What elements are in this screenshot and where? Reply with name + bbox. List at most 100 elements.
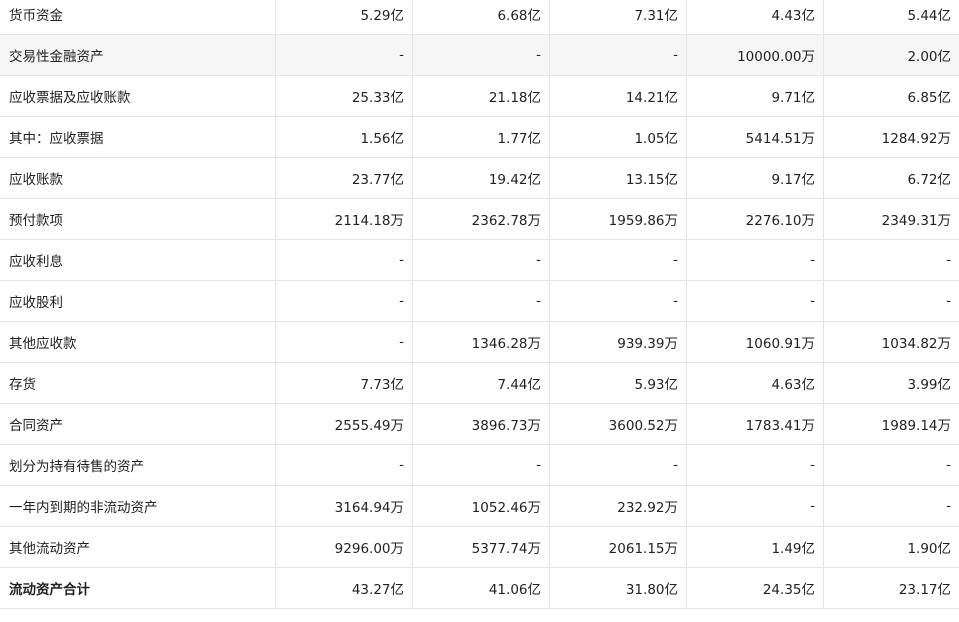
row-label: 货币资金 <box>0 0 276 35</box>
cell-value: 14.21亿 <box>549 75 687 117</box>
row-label: 划分为持有待售的资产 <box>0 444 276 486</box>
row-label: 流动资产合计 <box>0 567 276 609</box>
cell-value: 6.68亿 <box>412 0 550 35</box>
row-label: 预付款项 <box>0 198 276 240</box>
balance-sheet-table: 货币资金 5.29亿 6.68亿 7.31亿 4.43亿 5.44亿 交易性金融… <box>0 0 959 609</box>
cell-value: 1.90亿 <box>823 526 959 568</box>
cell-value: 4.43亿 <box>686 0 824 35</box>
cell-value: - <box>412 280 550 322</box>
table-row: 存货 7.73亿 7.44亿 5.93亿 4.63亿 3.99亿 <box>0 362 959 404</box>
cell-value: 2362.78万 <box>412 198 550 240</box>
cell-value: - <box>823 485 959 527</box>
table-row: 应收票据及应收账款 25.33亿 21.18亿 14.21亿 9.71亿 6.8… <box>0 75 959 117</box>
table-row: 其中：应收票据 1.56亿 1.77亿 1.05亿 5414.51万 1284.… <box>0 116 959 158</box>
cell-value: 10000.00万 <box>686 34 824 76</box>
cell-value: 21.18亿 <box>412 75 550 117</box>
cell-value: 6.72亿 <box>823 157 959 199</box>
table-row: 货币资金 5.29亿 6.68亿 7.31亿 4.43亿 5.44亿 <box>0 0 959 35</box>
row-label: 应收利息 <box>0 239 276 281</box>
cell-value: - <box>275 444 413 486</box>
table-row: 合同资产 2555.49万 3896.73万 3600.52万 1783.41万… <box>0 403 959 445</box>
cell-value: - <box>686 444 824 486</box>
cell-value: 23.17亿 <box>823 567 959 609</box>
cell-value: 4.63亿 <box>686 362 824 404</box>
cell-value: 25.33亿 <box>275 75 413 117</box>
cell-value: 1.05亿 <box>549 116 687 158</box>
cell-value: 23.77亿 <box>275 157 413 199</box>
cell-value: 7.73亿 <box>275 362 413 404</box>
cell-value: 1.56亿 <box>275 116 413 158</box>
row-label: 其他流动资产 <box>0 526 276 568</box>
cell-value: 939.39万 <box>549 321 687 363</box>
cell-value: 1034.82万 <box>823 321 959 363</box>
row-label: 存货 <box>0 362 276 404</box>
cell-value: - <box>549 239 687 281</box>
cell-value: - <box>823 239 959 281</box>
row-label: 应收票据及应收账款 <box>0 75 276 117</box>
total-row: 流动资产合计 43.27亿 41.06亿 31.80亿 24.35亿 23.17… <box>0 567 959 609</box>
row-label: 应收股利 <box>0 280 276 322</box>
cell-value: - <box>823 280 959 322</box>
cell-value: 5377.74万 <box>412 526 550 568</box>
cell-value: - <box>412 444 550 486</box>
cell-value: - <box>686 485 824 527</box>
row-label: 交易性金融资产 <box>0 34 276 76</box>
table-row: 其他流动资产 9296.00万 5377.74万 2061.15万 1.49亿 … <box>0 526 959 568</box>
cell-value: - <box>686 239 824 281</box>
cell-value: 2555.49万 <box>275 403 413 445</box>
cell-value: 6.85亿 <box>823 75 959 117</box>
cell-value: 41.06亿 <box>412 567 550 609</box>
cell-value: 3600.52万 <box>549 403 687 445</box>
cell-value: 2349.31万 <box>823 198 959 240</box>
cell-value: 1989.14万 <box>823 403 959 445</box>
cell-value: 5.29亿 <box>275 0 413 35</box>
cell-value: 5.44亿 <box>823 0 959 35</box>
cell-value: 43.27亿 <box>275 567 413 609</box>
cell-value: 1.77亿 <box>412 116 550 158</box>
cell-value: 1052.46万 <box>412 485 550 527</box>
row-label: 一年内到期的非流动资产 <box>0 485 276 527</box>
cell-value: 7.44亿 <box>412 362 550 404</box>
cell-value: 1.49亿 <box>686 526 824 568</box>
cell-value: 2114.18万 <box>275 198 413 240</box>
table-row: 划分为持有待售的资产 - - - - - <box>0 444 959 486</box>
cell-value: 1060.91万 <box>686 321 824 363</box>
cell-value: - <box>412 34 550 76</box>
cell-value: 31.80亿 <box>549 567 687 609</box>
cell-value: 1284.92万 <box>823 116 959 158</box>
cell-value: 1959.86万 <box>549 198 687 240</box>
cell-value: - <box>549 280 687 322</box>
cell-value: 1783.41万 <box>686 403 824 445</box>
table-row: 应收股利 - - - - - <box>0 280 959 322</box>
row-label: 应收账款 <box>0 157 276 199</box>
cell-value: 5.93亿 <box>549 362 687 404</box>
cell-value: 2.00亿 <box>823 34 959 76</box>
table-row: 应收账款 23.77亿 19.42亿 13.15亿 9.17亿 6.72亿 <box>0 157 959 199</box>
cell-value: 7.31亿 <box>549 0 687 35</box>
cell-value: 232.92万 <box>549 485 687 527</box>
cell-value: - <box>275 321 413 363</box>
row-label: 其中：应收票据 <box>0 116 276 158</box>
cell-value: 9296.00万 <box>275 526 413 568</box>
cell-value: 24.35亿 <box>686 567 824 609</box>
cell-value: 3896.73万 <box>412 403 550 445</box>
table-row: 一年内到期的非流动资产 3164.94万 1052.46万 232.92万 - … <box>0 485 959 527</box>
cell-value: 19.42亿 <box>412 157 550 199</box>
table-row: 交易性金融资产 - - - 10000.00万 2.00亿 <box>0 34 959 76</box>
cell-value: 13.15亿 <box>549 157 687 199</box>
cell-value: 3164.94万 <box>275 485 413 527</box>
cell-value: 5414.51万 <box>686 116 824 158</box>
cell-value: 9.17亿 <box>686 157 824 199</box>
cell-value: - <box>275 280 413 322</box>
cell-value: - <box>549 444 687 486</box>
cell-value: - <box>823 444 959 486</box>
cell-value: - <box>412 239 550 281</box>
table-row: 应收利息 - - - - - <box>0 239 959 281</box>
cell-value: 2276.10万 <box>686 198 824 240</box>
table-row: 其他应收款 - 1346.28万 939.39万 1060.91万 1034.8… <box>0 321 959 363</box>
cell-value: - <box>275 239 413 281</box>
table-row: 预付款项 2114.18万 2362.78万 1959.86万 2276.10万… <box>0 198 959 240</box>
cell-value: - <box>686 280 824 322</box>
cell-value: 9.71亿 <box>686 75 824 117</box>
row-label: 其他应收款 <box>0 321 276 363</box>
